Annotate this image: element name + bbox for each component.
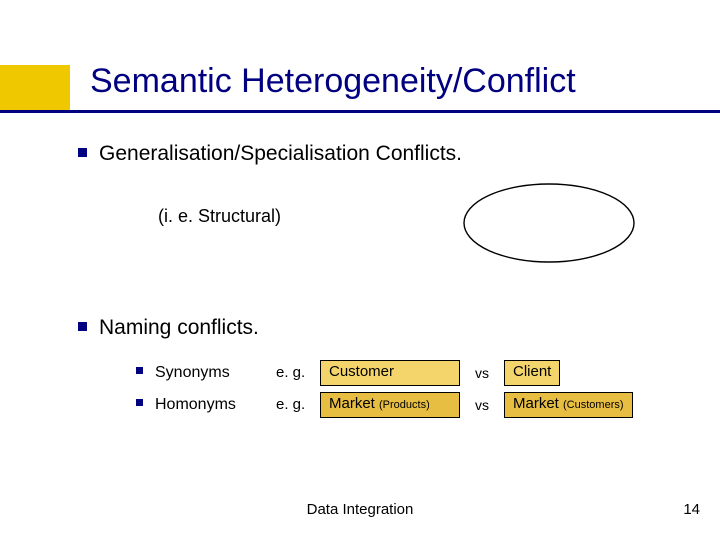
homonyms-left-chip: Market (Products): [320, 392, 460, 418]
square-bullet-icon: [78, 322, 87, 331]
slide-title: Semantic Heterogeneity/Conflict: [90, 62, 576, 101]
synonyms-vs: vs: [460, 365, 504, 381]
synonyms-row: Synonyms e. g. Customer vs Client: [136, 360, 560, 386]
bullet-naming-text: Naming conflicts.: [99, 316, 259, 339]
synonyms-label: Synonyms: [136, 364, 276, 382]
homonyms-right-main: Market: [513, 395, 563, 412]
title-underline: [0, 110, 720, 113]
bullet-naming: Naming conflicts.: [78, 316, 259, 340]
homonyms-eg: e. g.: [276, 396, 320, 413]
homonyms-left-main: Market: [329, 395, 379, 412]
homonyms-vs: vs: [460, 397, 504, 413]
homonyms-label: Homonyms: [136, 396, 276, 414]
synonyms-left-chip: Customer: [320, 360, 460, 386]
square-bullet-icon: [136, 367, 143, 374]
homonyms-label-text: Homonyms: [155, 396, 236, 414]
square-bullet-icon: [78, 148, 87, 157]
page-number: 14: [683, 501, 700, 518]
homonyms-left-paren: (Products): [379, 399, 430, 411]
bullet-generalisation: Generalisation/Specialisation Conflicts.: [78, 142, 462, 166]
synonyms-right-chip: Client: [504, 360, 560, 386]
slide: Semantic Heterogeneity/Conflict Generali…: [0, 0, 720, 540]
homonyms-right-chip: Market (Customers): [504, 392, 633, 418]
square-bullet-icon: [136, 399, 143, 406]
bullet-generalisation-text: Generalisation/Specialisation Conflicts.: [99, 142, 462, 165]
homonyms-right-paren: (Customers): [563, 399, 624, 411]
title-accent-block: [0, 65, 70, 113]
ellipse-shape: [462, 182, 636, 264]
structural-note: (i. e. Structural): [158, 206, 281, 227]
footer-text: Data Integration: [0, 501, 720, 518]
synonyms-eg: e. g.: [276, 364, 320, 381]
synonyms-label-text: Synonyms: [155, 364, 230, 382]
homonyms-row: Homonyms e. g. Market (Products) vs Mark…: [136, 392, 633, 418]
